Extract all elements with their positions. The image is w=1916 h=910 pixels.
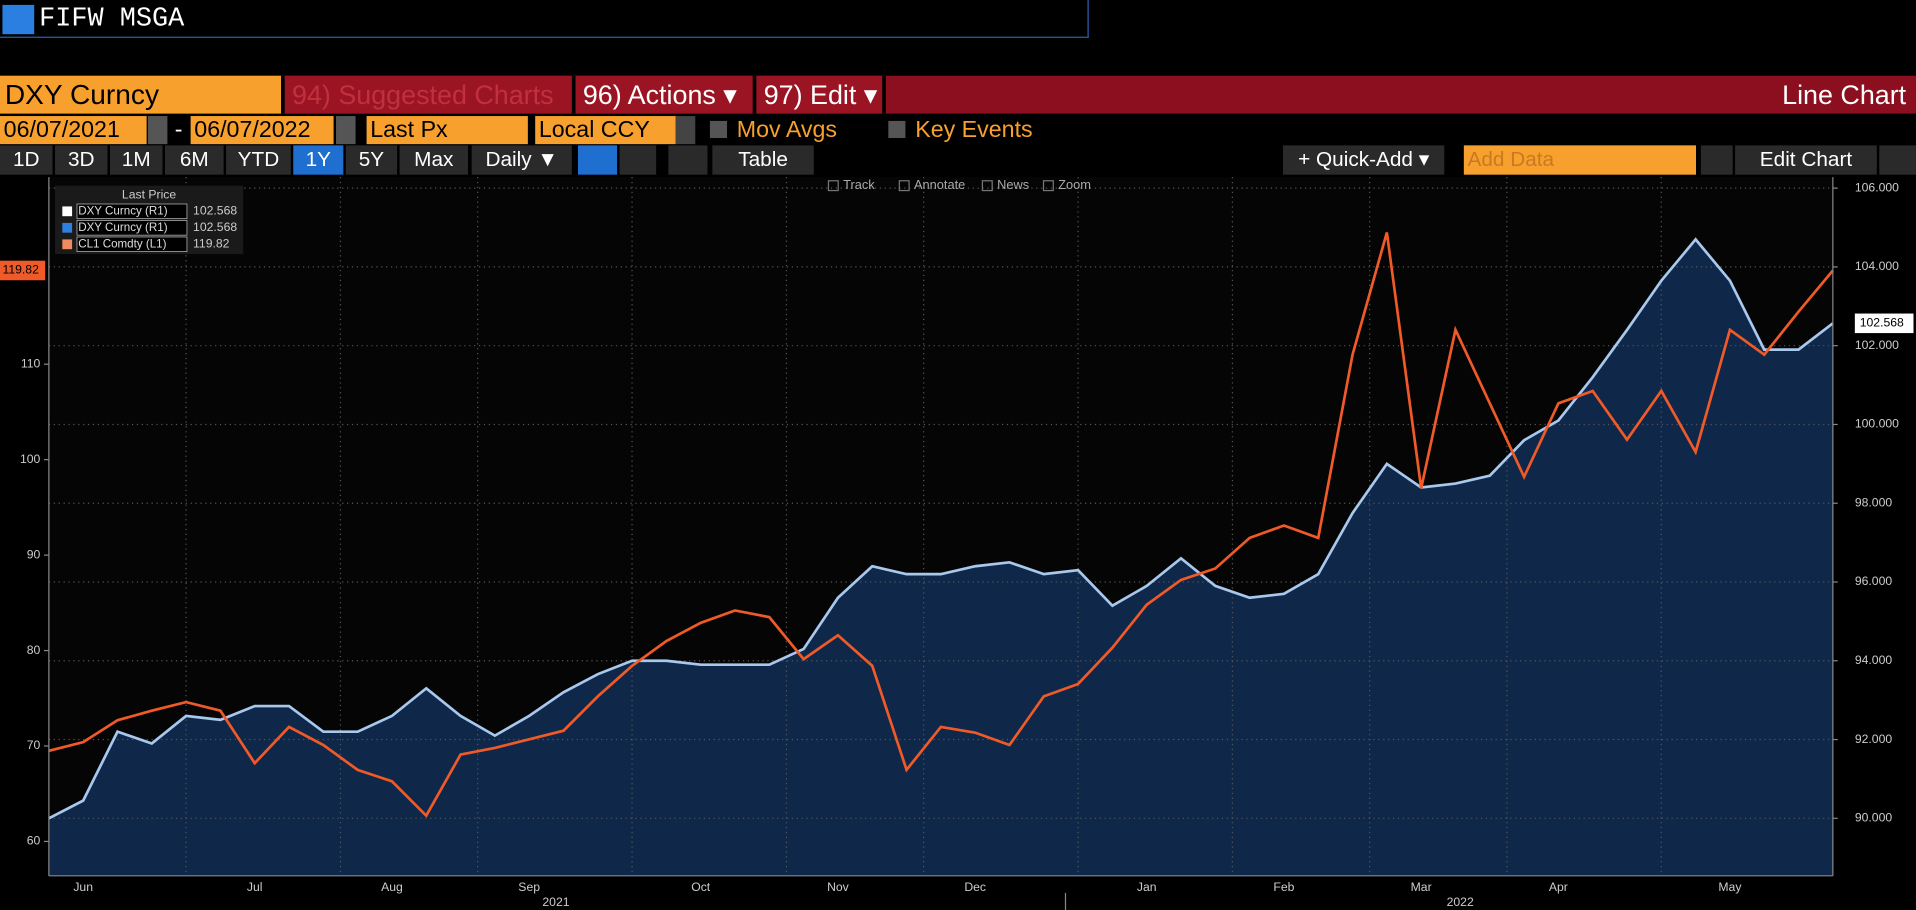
y2-tick-label: 102.000 [1855, 338, 1899, 352]
end-date[interactable]: 06/07/2022 [190, 116, 334, 145]
quick-add[interactable]: + Quick-Add ▾ [1282, 145, 1445, 175]
range-button[interactable]: 1D [0, 145, 53, 175]
menu-item[interactable]: 97) Edit ▾ [752, 75, 886, 114]
legend-name-box [76, 220, 188, 236]
calendar-icon[interactable] [147, 116, 168, 145]
x-tick-label: May [1718, 880, 1742, 894]
last-value-tag [1854, 313, 1914, 334]
command-line[interactable]: FIFW MSGA [0, 0, 1089, 38]
checkbox[interactable] [888, 120, 906, 139]
y2-tick-label: 106.000 [1855, 180, 1899, 194]
x-tick-label: Nov [827, 880, 850, 894]
chart-type: Line Chart [1782, 79, 1907, 110]
y2-tick-label: 92.000 [1855, 732, 1893, 746]
legend-swatch [62, 222, 73, 233]
x-tick-label: Feb [1273, 880, 1294, 894]
x-tick-label: Mar [1411, 880, 1432, 894]
menu-item[interactable]: 96) Actions ▾ [571, 75, 753, 114]
field-select[interactable]: Last Px [366, 116, 528, 145]
legend-name: DXY Curncy (R1) [78, 204, 167, 217]
legend-name-box [76, 203, 188, 220]
y2-tick-label: 100.000 [1855, 417, 1899, 431]
range-button[interactable]: 5Y [345, 145, 398, 175]
legend-swatch [62, 239, 73, 250]
legend-value: 119.82 [193, 237, 230, 251]
range-button[interactable]: YTD [226, 145, 291, 175]
y2-tick-label: 96.000 [1855, 574, 1893, 588]
last-value-label: 119.82 [2, 263, 39, 277]
settings-icon[interactable] [1879, 145, 1916, 175]
legend-swatch [62, 206, 73, 217]
area [48, 239, 1833, 876]
legend-value: 102.568 [193, 204, 237, 218]
legend-name: CL1 Comdty (L1) [78, 237, 166, 250]
chart-tool[interactable]: Zoom [1058, 177, 1091, 192]
option-label[interactable]: Key Events [915, 117, 1033, 143]
cursor [2, 4, 35, 35]
year-label: 2021 [542, 895, 569, 909]
x-tick-label: Dec [964, 880, 986, 894]
security-field[interactable]: DXY Curncy [0, 75, 282, 114]
table-button[interactable]: Table [712, 145, 814, 175]
series-line [48, 237, 1834, 820]
x-tick-label: Sep [518, 880, 540, 894]
last-value-label: 102.568 [1860, 316, 1904, 330]
y-tick-label: 80 [27, 643, 41, 657]
checkbox[interactable] [709, 120, 728, 139]
option-label[interactable]: Mov Avgs [736, 117, 838, 143]
tool-icon [1042, 180, 1054, 192]
currency-select[interactable]: Local CCY [535, 116, 676, 145]
dropdown[interactable] [675, 116, 696, 145]
x-tick-label: Jul [247, 880, 263, 894]
x-tick-label: Apr [1549, 880, 1568, 894]
start-date[interactable]: 06/07/2021 [0, 116, 147, 145]
tool-icon [898, 180, 910, 192]
x-tick-label: Jun [73, 880, 93, 894]
range-button[interactable]: 1M [109, 145, 163, 175]
range-button[interactable]: 1Y [293, 145, 344, 175]
x-tick-label: Jan [1137, 880, 1157, 894]
legend-title: Last Price [122, 188, 176, 202]
legend-value: 102.568 [193, 220, 237, 234]
edit-chart[interactable]: Edit Chart [1735, 145, 1877, 175]
range-button[interactable]: 3D [54, 145, 108, 175]
legend-name: DXY Curncy (R1) [78, 221, 167, 234]
y-tick-label: 90 [27, 547, 41, 561]
x-tick-label: Aug [381, 880, 403, 894]
y2-tick-label: 98.000 [1855, 495, 1893, 509]
chart-tool[interactable]: Track [843, 177, 875, 192]
chart-tool[interactable]: News [997, 177, 1029, 192]
last-value-tag [0, 260, 46, 281]
x-tick-label: Oct [691, 880, 711, 894]
y-tick-label: 110 [21, 356, 41, 370]
tool-icon [981, 180, 993, 192]
y-tick-label: 100 [20, 452, 41, 466]
series-line [48, 232, 1834, 818]
year-label: 2022 [1447, 895, 1474, 909]
dropdown[interactable] [668, 145, 708, 175]
collapse-icon[interactable] [1700, 145, 1733, 175]
calendar-icon[interactable] [336, 116, 356, 145]
add-data[interactable]: Add Data [1463, 145, 1696, 175]
y-tick-label: 60 [27, 834, 41, 848]
range-button[interactable]: Max [399, 145, 468, 175]
chart-tool[interactable]: Annotate [914, 177, 965, 192]
frequency[interactable]: Daily ▼ [471, 145, 572, 175]
tool-icon [827, 180, 839, 192]
y2-tick-label: 90.000 [1855, 811, 1893, 825]
y-tick-label: 70 [27, 738, 41, 752]
bar-icon[interactable] [619, 145, 657, 175]
range-button[interactable]: 6M [164, 145, 224, 175]
chart: 60 70 80 90 100 110 90.000 92.000 94.000 96.000 98… [0, 177, 1914, 910]
line-icon[interactable] [577, 145, 618, 175]
date-separator: - [174, 117, 183, 143]
y2-tick-label: 104.000 [1855, 259, 1899, 273]
legend-name-box [76, 236, 188, 252]
menu-item[interactable]: 94) Suggested Charts [281, 75, 572, 114]
y2-tick-label: 94.000 [1855, 653, 1893, 667]
